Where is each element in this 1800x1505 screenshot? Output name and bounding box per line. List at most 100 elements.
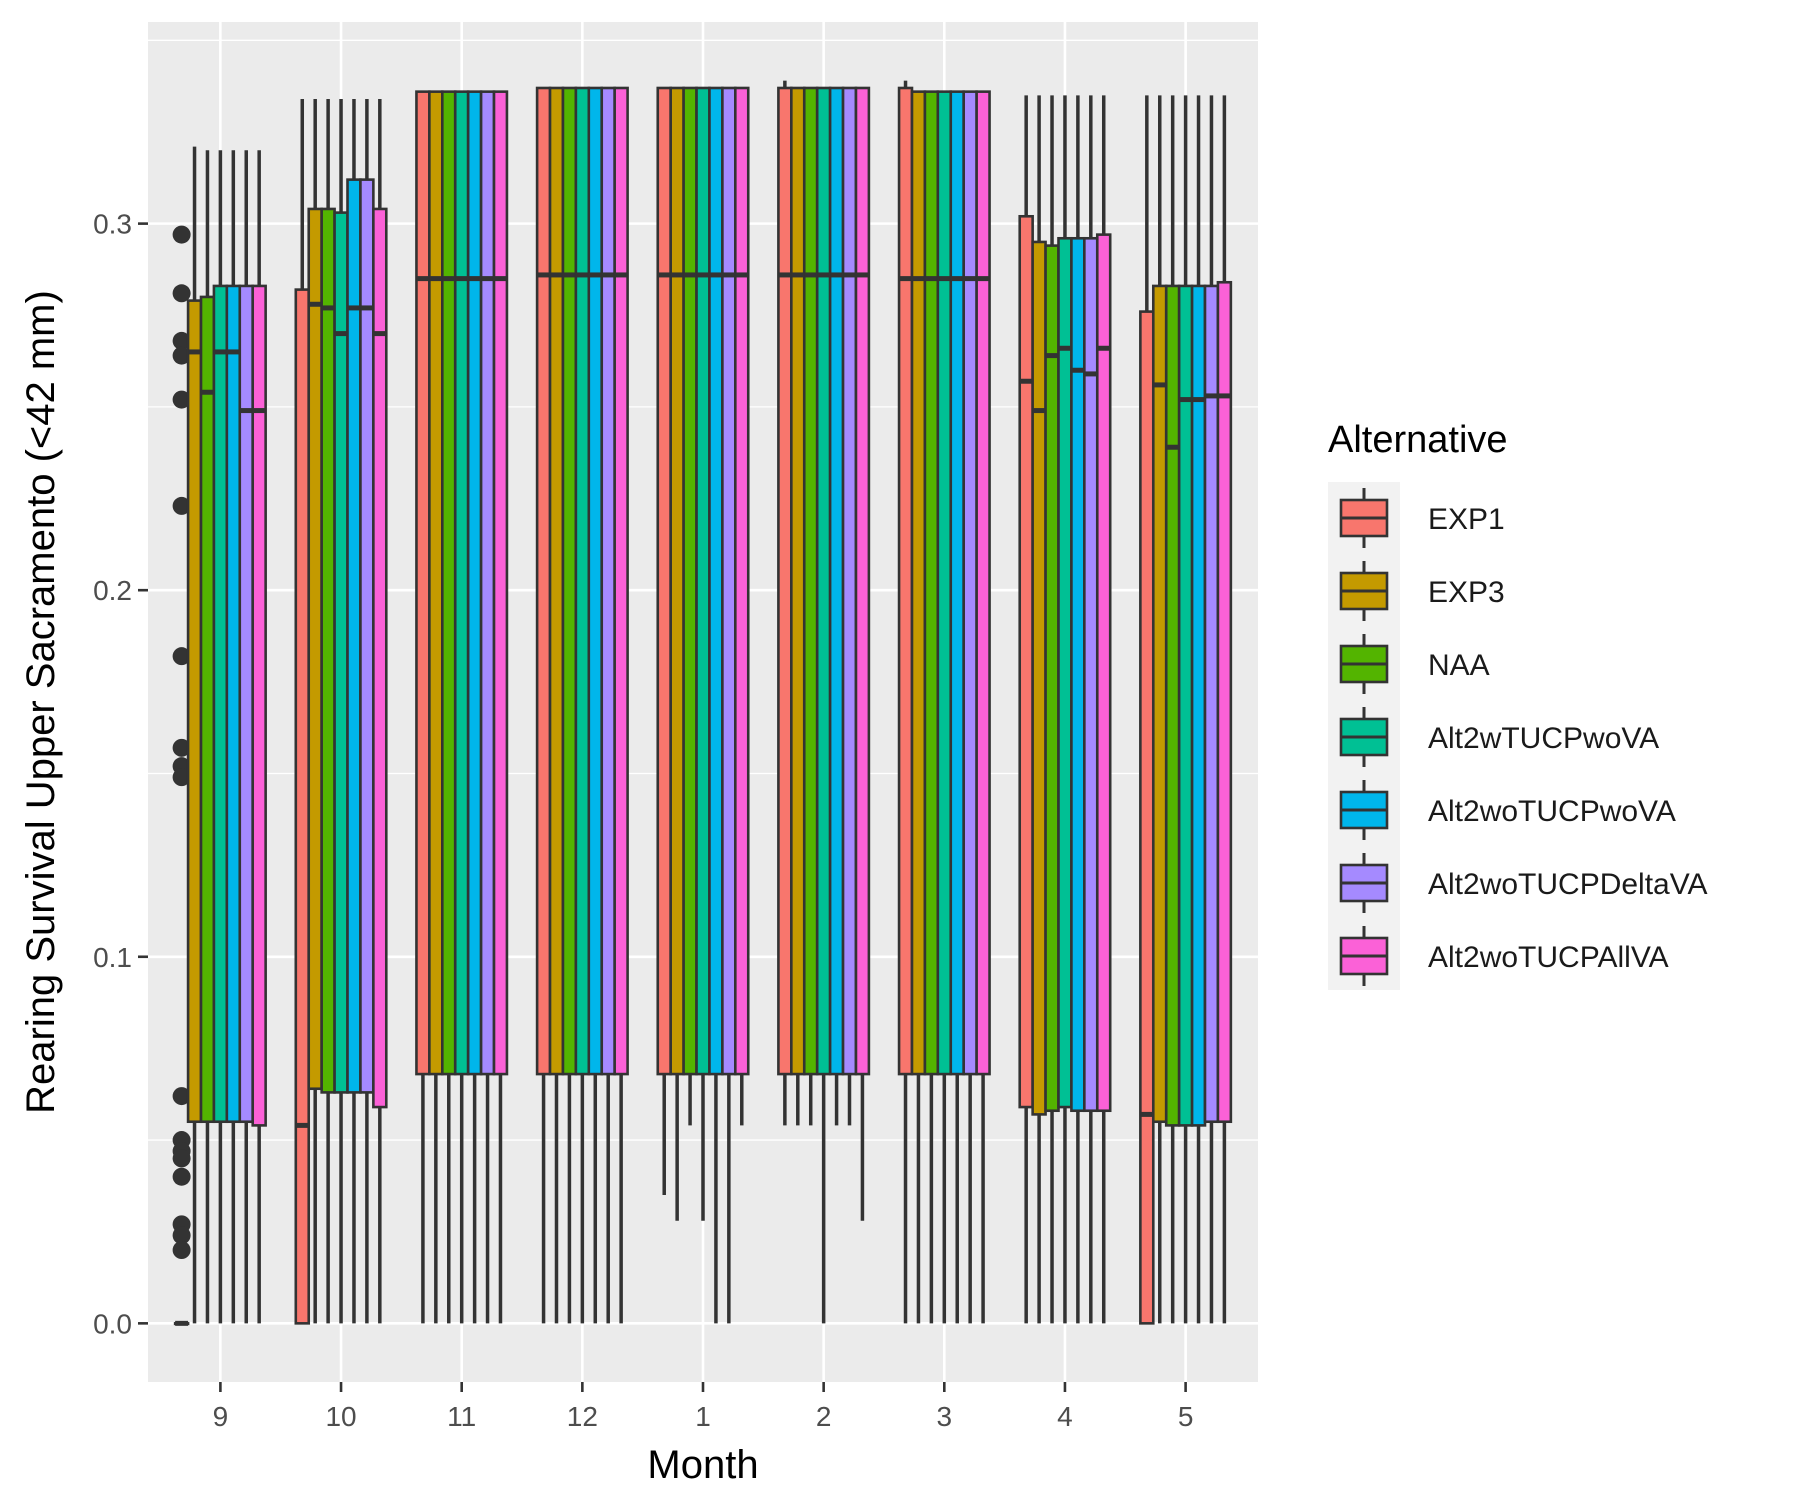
box-EXP3-2 xyxy=(790,86,806,1126)
box-body xyxy=(453,90,470,1076)
box-body xyxy=(695,86,711,1076)
box-Alt2woTUCPAllVA-2 xyxy=(854,86,871,1221)
x-tick-label: 5 xyxy=(1178,1401,1194,1432)
box-Alt2woTUCPwoVA-10 xyxy=(346,98,362,1324)
box-body xyxy=(186,299,203,1124)
box-body xyxy=(1057,236,1073,1109)
outlier-point xyxy=(172,738,191,757)
box-body xyxy=(1139,310,1155,1325)
outlier-point xyxy=(172,390,191,409)
box-body xyxy=(682,86,698,1076)
y-tick-label: 0.1 xyxy=(93,942,132,973)
outlier-point xyxy=(172,1241,191,1260)
box-body xyxy=(1095,233,1112,1113)
box-body xyxy=(428,90,444,1076)
x-tick-label: 9 xyxy=(213,1401,229,1432)
legend-item-Alt2woTUCPwoVA: Alt2woTUCPwoVA xyxy=(1339,780,1676,840)
x-tick-label: 10 xyxy=(325,1401,356,1432)
box-body xyxy=(346,178,362,1094)
box-NAA-5 xyxy=(1164,95,1181,1324)
box-EXP3-1 xyxy=(669,86,685,1221)
box-Alt2woTUCPAllVA-11 xyxy=(492,90,509,1324)
legend-item-EXP1: EXP1 xyxy=(1339,488,1505,548)
box-body xyxy=(307,207,323,1091)
legend-label: NAA xyxy=(1428,649,1490,682)
box-body xyxy=(1190,284,1207,1127)
legend-item-NAA: NAA xyxy=(1339,634,1490,694)
x-tick-label: 2 xyxy=(816,1401,832,1432)
legend-label: Alt2woTUCPwoVA xyxy=(1428,795,1676,828)
y-axis-title: Rearing Survival Upper Sacramento (<42 m… xyxy=(19,290,63,1114)
box-Alt2wTUCPwoVA-4 xyxy=(1057,95,1073,1324)
box-Alt2woTUCPAllVA-10 xyxy=(372,98,388,1324)
box-Alt2woTUCPAllVA-1 xyxy=(734,86,750,1126)
box-body xyxy=(828,86,845,1076)
box-body xyxy=(777,86,793,1076)
legend-label: Alt2woTUCPDeltaVA xyxy=(1428,868,1708,901)
y-tick-label: 0.2 xyxy=(93,575,132,606)
outlier-point xyxy=(172,225,191,244)
box-body xyxy=(225,284,242,1124)
box-Alt2woTUCPwoVA-1 xyxy=(708,86,724,1324)
legend-label: Alt2wTUCPwoVA xyxy=(1428,722,1659,755)
box-Alt2woTUCPDeltaVA-1 xyxy=(721,86,737,1324)
box-body xyxy=(975,90,991,1076)
box-body xyxy=(802,86,819,1076)
x-tick-label: 12 xyxy=(567,1401,598,1432)
box-body xyxy=(492,90,509,1076)
legend: Alternative EXP1 EXP3 NAA Alt2wTUCPwoVA Alt2… xyxy=(1328,419,1708,990)
box-body xyxy=(199,295,216,1124)
x-tick-label: 4 xyxy=(1057,1401,1073,1432)
box-EXP1-10 xyxy=(294,98,311,1325)
box-Alt2wTUCPwoVA-10 xyxy=(333,98,349,1324)
legend-label: EXP3 xyxy=(1428,576,1505,609)
x-tick-label: 11 xyxy=(447,1401,476,1432)
box-NAA-1 xyxy=(682,86,698,1126)
legend-item-Alt2woTUCPDeltaVA: Alt2woTUCPDeltaVA xyxy=(1339,853,1708,913)
outlier-point xyxy=(172,1226,191,1245)
box-body xyxy=(734,86,750,1076)
y-tick-label: 0.3 xyxy=(93,209,132,240)
outlier-point xyxy=(172,1087,191,1106)
outlier-point xyxy=(172,346,191,365)
box-Alt2wTUCPwoVA-12 xyxy=(574,86,591,1324)
box-body xyxy=(1044,244,1060,1113)
box-body xyxy=(320,207,336,1094)
box-EXP1-5 xyxy=(1139,95,1155,1325)
outlier-point xyxy=(172,284,191,303)
box-body xyxy=(949,90,965,1076)
box-body xyxy=(936,90,953,1076)
box-Alt2woTUCPAllVA-9 xyxy=(251,150,267,1324)
box-EXP1-1 xyxy=(656,86,672,1196)
box-body xyxy=(600,86,616,1076)
box-Alt2woTUCPwoVA-4 xyxy=(1070,95,1086,1324)
box-NAA-2 xyxy=(802,86,819,1126)
box-Alt2woTUCPAllVA-3 xyxy=(975,90,991,1324)
box-NAA-10 xyxy=(320,98,336,1324)
box-body xyxy=(294,288,311,1325)
box-EXP1-9 xyxy=(172,225,191,1326)
box-body xyxy=(333,211,349,1094)
y-tick-label: 0.0 xyxy=(93,1308,132,1339)
legend-item-EXP3: EXP3 xyxy=(1339,561,1505,621)
box-Alt2woTUCPDeltaVA-2 xyxy=(841,86,858,1126)
outlier-point xyxy=(172,647,191,666)
box-body xyxy=(815,86,832,1076)
box-body xyxy=(1031,240,1047,1116)
box-body xyxy=(854,86,871,1076)
box-body xyxy=(897,86,914,1076)
box-body xyxy=(1151,284,1168,1124)
box-EXP3-4 xyxy=(1031,95,1047,1324)
box-Alt2woTUCPwoVA-2 xyxy=(828,86,845,1126)
outlier-point xyxy=(172,1149,191,1168)
box-body xyxy=(1203,284,1220,1124)
box-body xyxy=(841,86,858,1076)
outlier-point xyxy=(172,331,191,350)
box-layer xyxy=(172,80,1233,1326)
box-EXP3-9 xyxy=(186,146,203,1324)
outlier-point xyxy=(172,496,191,515)
legend-label: EXP1 xyxy=(1428,503,1505,536)
box-body xyxy=(910,90,927,1076)
legend-title: Alternative xyxy=(1328,419,1508,461)
